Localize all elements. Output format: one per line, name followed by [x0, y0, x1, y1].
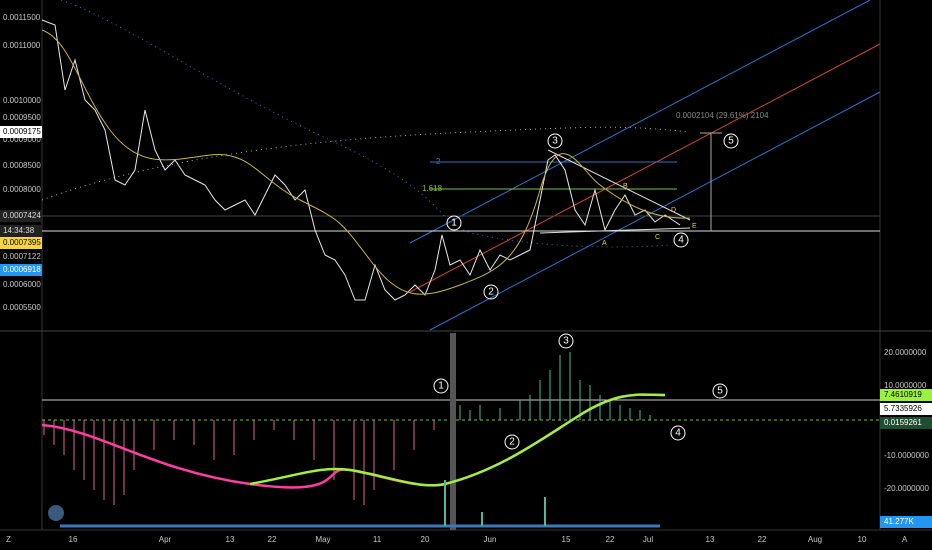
measure-label: 0.0002104 (29.61%) 2104 — [676, 111, 769, 120]
indicator-badge — [880, 516, 932, 528]
price-badge-label: 0.0009175 — [3, 127, 41, 136]
corrective-label: C — [655, 234, 660, 241]
wave-label: 3 — [563, 336, 569, 347]
price-axis-label: 0.0009500 — [3, 113, 41, 122]
ema-series — [41, 29, 691, 295]
price-axis-label: 0.0010000 — [3, 96, 41, 105]
price-axis-label: 0.0009000 — [3, 135, 41, 144]
histogram-positive — [459, 352, 651, 420]
indicator-axis-label: 20.0000000 — [884, 348, 927, 357]
wave-label: 2 — [488, 287, 494, 298]
channel-upper — [409, 0, 871, 244]
triangle-upper — [547, 149, 691, 221]
time-axis-label: May — [315, 535, 330, 544]
price-axis-label: 0.0008000 — [3, 185, 41, 194]
wave-label: 3 — [552, 136, 558, 147]
indicator-badge-label: 5.7335926 — [884, 404, 922, 413]
corner-label: A — [902, 535, 908, 544]
fib-label: 2 — [436, 157, 441, 166]
wave-label: 5 — [717, 386, 723, 397]
channel-mid — [409, 43, 881, 293]
price-badge-label: 14:34:38 — [3, 226, 35, 235]
indicator-badge-label: 0.0159261 — [884, 418, 922, 427]
price-badge-label: 0.0006918 — [3, 265, 41, 274]
time-axis-label: 13 — [226, 535, 235, 544]
histogram-negative — [43, 420, 435, 505]
corrective-label: A — [602, 240, 607, 247]
wave-label: 1 — [451, 218, 457, 229]
time-axis-label: 10 — [858, 535, 867, 544]
indicator-axis-label: 10.0000000 — [884, 381, 927, 390]
indicator-badge-label: 7.4610919 — [884, 390, 922, 399]
logo — [48, 505, 64, 521]
wave-circles — [433, 133, 739, 450]
wave-label: 5 — [728, 136, 734, 147]
time-axis-label: 13 — [706, 535, 715, 544]
time-axis-label: Aug — [808, 535, 822, 544]
price-axis-label: 0.0005500 — [3, 303, 41, 312]
triangle-lower — [539, 227, 691, 234]
time-axis-label: 16 — [69, 535, 78, 544]
price-badge — [0, 264, 42, 276]
price-badge — [0, 237, 42, 249]
time-axis-label: 20 — [421, 535, 430, 544]
time-axis-label: Apr — [159, 535, 172, 544]
wave-label: 1 — [438, 381, 444, 392]
time-axis-label: 22 — [268, 535, 277, 544]
corrective-label: B — [623, 183, 628, 190]
price-axis-label: 0.0008500 — [3, 161, 41, 170]
price-badge — [0, 210, 42, 222]
corner-label: Z — [6, 535, 11, 544]
price-axis-label: 0.0011000 — [3, 41, 41, 50]
fib-label: 1.618 — [422, 184, 443, 193]
time-axis-label: Jun — [484, 535, 497, 544]
price-axis-label: 0.0006000 — [3, 280, 41, 289]
time-axis-label: Jul — [643, 535, 653, 544]
indicator-badge — [880, 403, 932, 415]
time-axis-label: 22 — [606, 535, 615, 544]
indicator-badge — [880, 417, 932, 429]
price-series — [41, 19, 681, 301]
time-axis-label: 15 — [562, 535, 571, 544]
corrective-label: E — [692, 223, 697, 230]
price-badge — [0, 225, 42, 237]
price-badge-label: 0.0007424 — [3, 211, 41, 220]
indicator-badge — [880, 389, 932, 401]
wave-label: 4 — [675, 428, 681, 439]
corrective-label: D — [671, 207, 676, 214]
channel-lower — [429, 91, 881, 331]
volume-spikes — [444, 480, 546, 526]
time-axis-label: 22 — [758, 535, 767, 544]
wave-label: 4 — [678, 235, 684, 246]
price-badge-label: 0.0007395 — [3, 238, 41, 247]
price-axis-label: 0.0007122 — [3, 252, 41, 261]
indicator-axis-label: -10.0000000 — [884, 451, 929, 460]
time-axis-label: 11 — [373, 535, 382, 544]
wave-label: 2 — [509, 437, 515, 448]
indicator-axis-label: -20.0000000 — [884, 484, 929, 493]
indicator-badge-label: 41.277K — [884, 517, 914, 526]
price-axis-label: 0.0011500 — [3, 13, 41, 22]
price-badge — [0, 126, 42, 138]
highlight-band — [450, 333, 456, 530]
